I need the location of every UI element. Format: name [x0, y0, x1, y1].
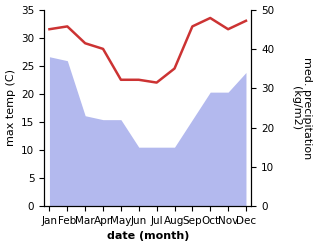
X-axis label: date (month): date (month): [107, 231, 189, 242]
Y-axis label: med. precipitation
(kg/m2): med. precipitation (kg/m2): [291, 57, 313, 159]
Y-axis label: max temp (C): max temp (C): [5, 69, 16, 146]
